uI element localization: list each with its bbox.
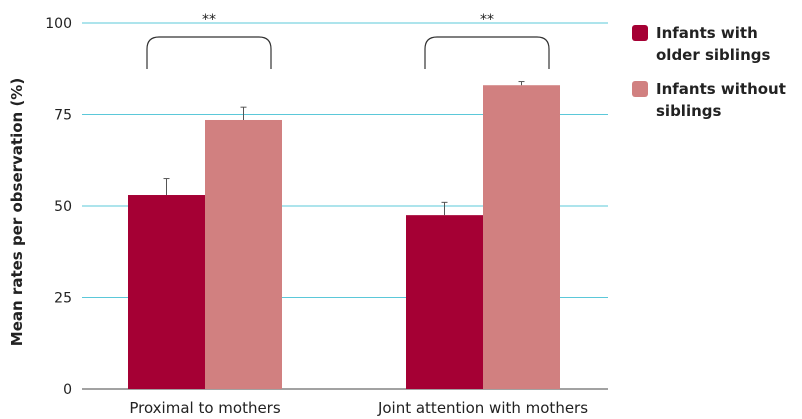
category-label: Proximal to mothers [129,399,281,417]
bars [128,85,560,390]
y-tick-label: 50 [54,199,72,215]
x-axis-categories: Proximal to mothers Joint attention with … [129,399,588,417]
bar [483,85,560,389]
y-tick-label: 75 [54,108,72,124]
significance-marker: ** [480,12,494,28]
y-tick-label: 0 [63,382,72,398]
legend-swatch [632,81,648,97]
significance-bracket [424,36,550,69]
bar [205,119,282,390]
y-tick-label: 25 [54,291,72,307]
legend-label: Infants without siblings [656,80,786,120]
legend-label: Infants with older siblings [656,24,771,64]
category-label: Joint attention with mothers [377,399,588,417]
y-tick-label: 100 [45,16,72,32]
bar [128,195,205,389]
bar [406,215,483,389]
y-axis-ticks: 0 25 50 75 100 [45,16,72,398]
significance-brackets: ** ** [146,12,550,69]
significance-marker: ** [202,12,216,28]
legend: Infants with older siblings Infants with… [632,22,800,134]
legend-swatch [632,25,648,41]
legend-item-with-siblings: Infants with older siblings [632,22,800,66]
legend-item-without-siblings: Infants without siblings [632,78,800,122]
error-bars [163,81,525,216]
y-axis-label: Mean rates per observation (%) [8,78,26,346]
significance-bracket [146,36,272,69]
